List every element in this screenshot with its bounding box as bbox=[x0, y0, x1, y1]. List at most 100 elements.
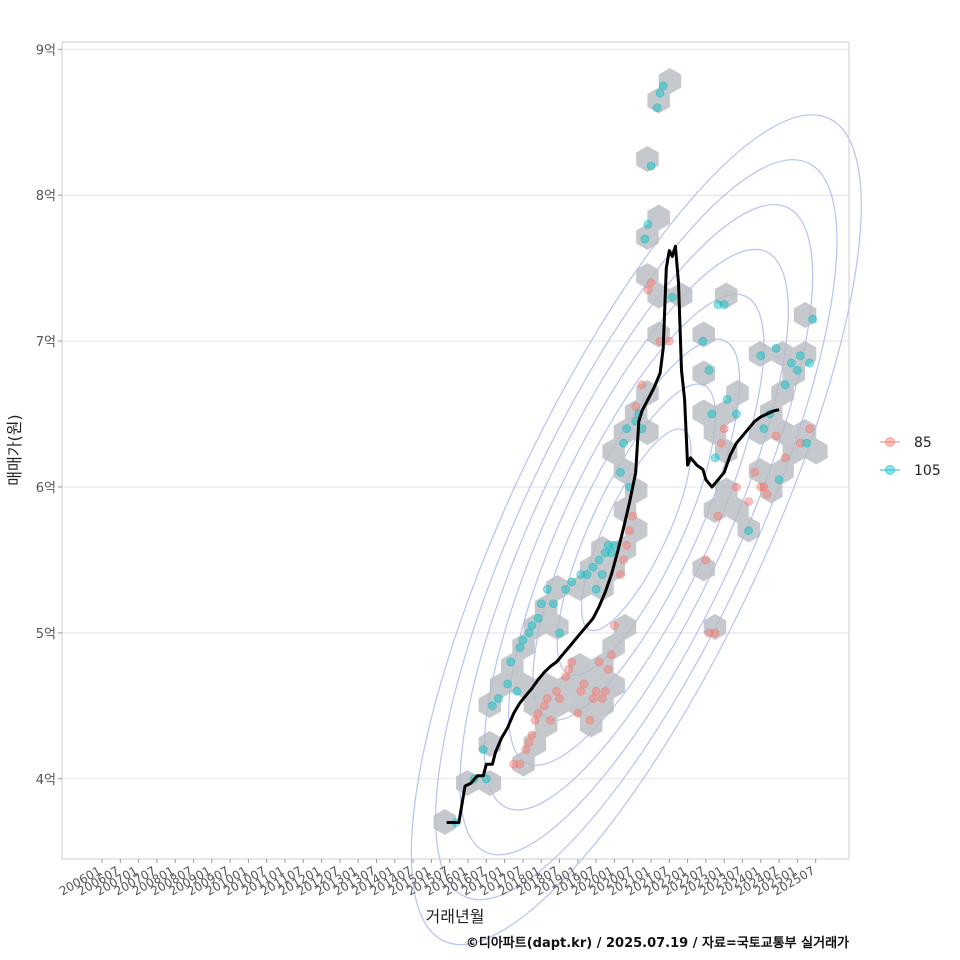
data-point-105 bbox=[808, 314, 818, 324]
data-point-105 bbox=[786, 358, 796, 368]
data-point-85 bbox=[591, 686, 601, 696]
data-point-85 bbox=[603, 664, 613, 674]
data-point-85 bbox=[588, 694, 598, 703]
y-tick-label: 5억 bbox=[36, 627, 56, 642]
data-point-105 bbox=[527, 621, 537, 630]
data-point-105 bbox=[744, 526, 753, 536]
hexbin-cell bbox=[771, 458, 794, 484]
data-point-85 bbox=[567, 657, 577, 667]
hexbin-cell bbox=[726, 380, 749, 406]
y-axis-ticks: 4억 5억 6억 7억 8억 9억 bbox=[36, 43, 62, 788]
hexbin-cell bbox=[715, 477, 738, 504]
plot-panel-border bbox=[61, 41, 850, 860]
data-point-85 bbox=[704, 628, 714, 638]
hexbin-cell bbox=[703, 497, 727, 523]
hexbin-cell bbox=[579, 555, 603, 582]
hexbin-cell bbox=[636, 263, 659, 289]
data-point-85 bbox=[555, 694, 564, 703]
data-point-105 bbox=[707, 409, 717, 419]
data-point-85 bbox=[710, 628, 720, 638]
data-point-85 bbox=[732, 482, 741, 492]
data-point-85 bbox=[539, 701, 549, 711]
data-point-105 bbox=[506, 657, 516, 667]
legend-label: 85 bbox=[914, 435, 932, 451]
data-point-85 bbox=[585, 716, 595, 725]
data-point-85 bbox=[524, 737, 534, 747]
data-point-85 bbox=[762, 489, 772, 499]
hexbin-cell bbox=[433, 809, 456, 835]
legend-label: 105 bbox=[914, 463, 941, 479]
data-point-105 bbox=[487, 701, 497, 711]
scatter-points bbox=[451, 81, 818, 827]
data-point-105 bbox=[478, 745, 488, 754]
hexbin-cell bbox=[703, 419, 727, 445]
data-point-85 bbox=[625, 526, 635, 536]
gridlines bbox=[62, 48, 849, 780]
hexbin-cell bbox=[523, 731, 547, 757]
data-point-85 bbox=[780, 453, 790, 463]
data-point-85 bbox=[607, 650, 616, 660]
hexbin-cell bbox=[715, 399, 738, 426]
data-point-105 bbox=[567, 577, 577, 587]
data-point-105 bbox=[518, 635, 528, 645]
data-point-105 bbox=[619, 438, 628, 448]
hexbin-cell bbox=[771, 419, 794, 445]
data-point-105 bbox=[555, 628, 564, 638]
data-point-105 bbox=[774, 475, 784, 485]
hexbin-cell bbox=[805, 438, 828, 465]
data-point-105 bbox=[594, 555, 604, 565]
data-point-105 bbox=[771, 343, 781, 353]
data-point-85 bbox=[509, 759, 519, 769]
data-point-85 bbox=[521, 745, 531, 754]
data-point-105 bbox=[640, 234, 650, 244]
data-point-105 bbox=[722, 394, 732, 404]
trend-line-layer bbox=[446, 244, 780, 824]
data-point-105 bbox=[561, 584, 570, 594]
data-point-85 bbox=[628, 511, 638, 521]
data-point-105 bbox=[533, 613, 543, 623]
data-point-85 bbox=[546, 716, 555, 725]
data-point-85 bbox=[619, 555, 628, 565]
hexbin-layer bbox=[433, 68, 828, 835]
hexbin-cell bbox=[456, 770, 479, 796]
hexbin-cell bbox=[748, 419, 772, 445]
data-point-105 bbox=[805, 358, 814, 368]
data-point-85 bbox=[805, 424, 814, 434]
data-point-105 bbox=[643, 219, 653, 229]
hexbin-cell bbox=[579, 672, 603, 699]
data-point-105 bbox=[756, 351, 766, 361]
hexbin-cell bbox=[737, 516, 760, 543]
data-point-85 bbox=[796, 438, 805, 448]
y-tick-label: 6억 bbox=[36, 481, 56, 496]
y-tick-label: 8억 bbox=[36, 189, 56, 204]
hexbin-cell bbox=[658, 68, 682, 94]
hexbin-cell bbox=[760, 477, 783, 504]
data-point-105 bbox=[591, 584, 601, 594]
y-tick-label: 4억 bbox=[36, 773, 56, 788]
legend-key-point bbox=[885, 465, 895, 475]
hexbin-cell bbox=[568, 575, 592, 601]
data-point-85 bbox=[622, 540, 631, 550]
data-point-105 bbox=[713, 300, 723, 310]
data-point-105 bbox=[607, 548, 616, 557]
data-point-105 bbox=[652, 103, 662, 113]
x-axis-title: 거래년월 bbox=[426, 907, 485, 926]
data-point-105 bbox=[698, 336, 708, 346]
data-point-105 bbox=[512, 686, 522, 696]
data-point-85 bbox=[759, 482, 769, 492]
data-point-105 bbox=[732, 409, 741, 419]
data-point-85 bbox=[610, 621, 619, 630]
data-point-105 bbox=[780, 380, 790, 390]
data-point-85 bbox=[515, 759, 525, 769]
data-point-85 bbox=[756, 482, 766, 492]
density-contour bbox=[459, 203, 814, 856]
density-contour bbox=[410, 114, 862, 946]
y-tick-label: 9억 bbox=[36, 43, 56, 58]
data-point-105 bbox=[759, 424, 769, 434]
hexbin-cell bbox=[478, 770, 502, 796]
data-point-105 bbox=[515, 643, 525, 652]
hexbin-cell bbox=[557, 672, 580, 699]
hexbin-cell bbox=[591, 653, 614, 679]
data-point-105 bbox=[582, 570, 592, 579]
density-contour bbox=[581, 428, 692, 632]
